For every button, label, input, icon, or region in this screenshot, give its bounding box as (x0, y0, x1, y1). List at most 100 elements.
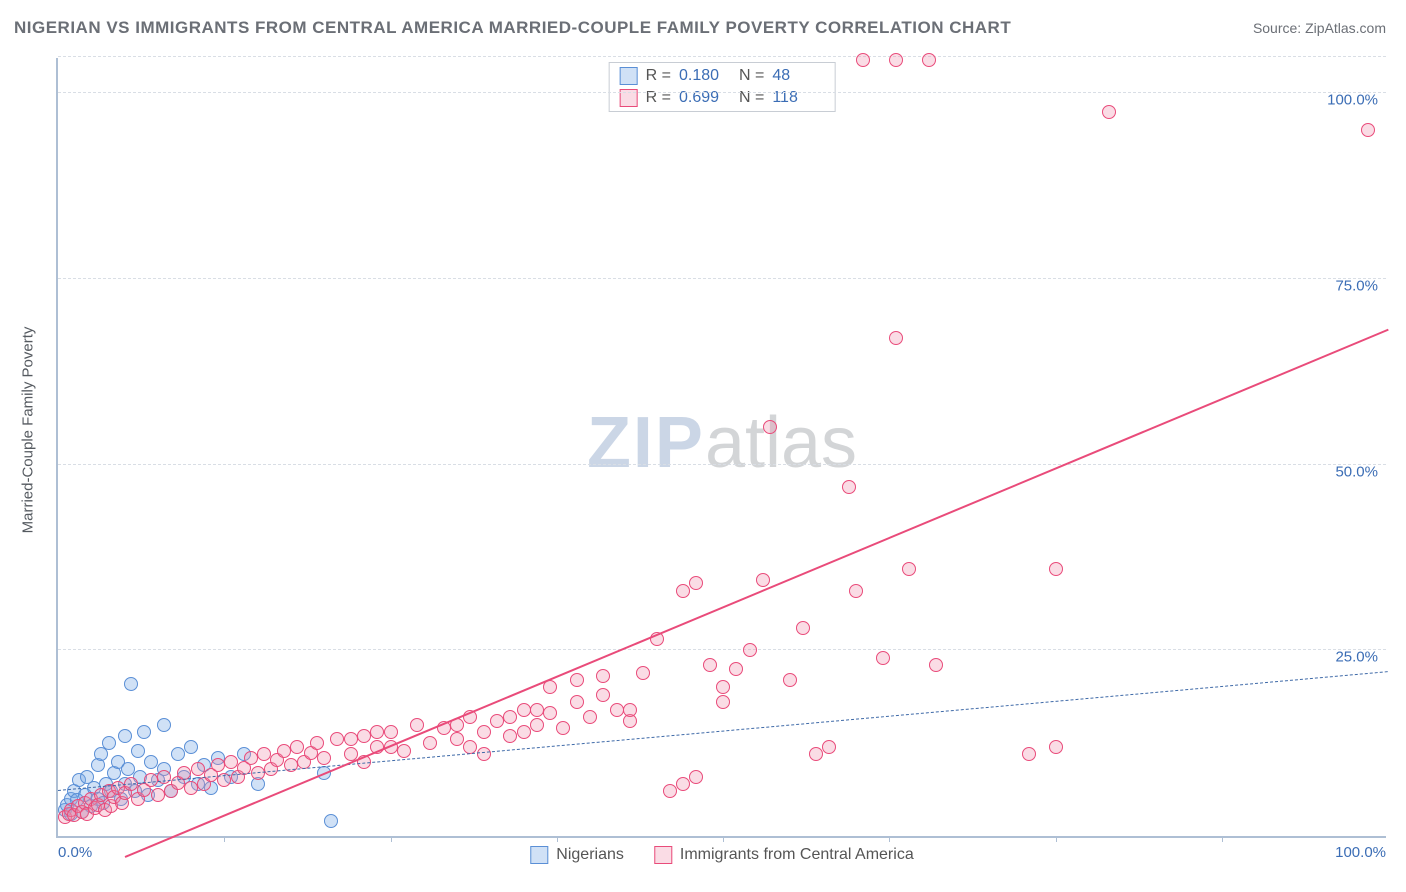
data-point-central_america (636, 666, 650, 680)
data-point-nigerians (157, 718, 171, 732)
data-point-central_america (743, 643, 757, 657)
data-point-central_america (191, 762, 205, 776)
x-tick-min: 0.0% (58, 844, 92, 861)
x-tick-mark (1222, 836, 1223, 842)
gridline (58, 92, 1386, 93)
swatch-nigerians-bottom (530, 846, 548, 864)
data-point-central_america (290, 740, 304, 754)
data-point-central_america (889, 331, 903, 345)
data-point-central_america (596, 669, 610, 683)
data-point-central_america (929, 658, 943, 672)
data-point-central_america (490, 714, 504, 728)
x-tick-mark (391, 836, 392, 842)
data-point-central_america (530, 718, 544, 732)
data-point-central_america (370, 725, 384, 739)
data-point-central_america (423, 736, 437, 750)
data-point-central_america (676, 584, 690, 598)
x-tick-mark (1056, 836, 1057, 842)
y-tick-label: 25.0% (1335, 649, 1378, 666)
series-legend: Nigerians Immigrants from Central Americ… (530, 846, 913, 864)
x-tick-max: 100.0% (1335, 844, 1386, 861)
data-point-central_america (783, 673, 797, 687)
y-tick-label: 50.0% (1335, 463, 1378, 480)
data-point-central_america (384, 725, 398, 739)
data-point-central_america (224, 755, 238, 769)
data-point-central_america (596, 688, 610, 702)
data-point-central_america (729, 662, 743, 676)
watermark: ZIPatlas (587, 402, 857, 484)
trend-line-central_america (124, 329, 1388, 858)
x-tick-mark (224, 836, 225, 842)
data-point-nigerians (118, 729, 132, 743)
data-point-nigerians (124, 677, 138, 691)
data-point-central_america (317, 751, 331, 765)
data-point-central_america (676, 777, 690, 791)
legend-row-nigerians: R = 0.180 N = 48 (620, 65, 825, 87)
plot-area: ZIPatlas R = 0.180 N = 48 R = 0.699 N = … (56, 58, 1386, 838)
data-point-central_america (556, 721, 570, 735)
data-point-central_america (716, 695, 730, 709)
data-point-central_america (876, 651, 890, 665)
data-point-central_america (849, 584, 863, 598)
correlation-legend: R = 0.180 N = 48 R = 0.699 N = 118 (609, 62, 836, 112)
data-point-central_america (477, 725, 491, 739)
legend-row-central-america: R = 0.699 N = 118 (620, 87, 825, 109)
data-point-central_america (763, 420, 777, 434)
data-point-central_america (716, 680, 730, 694)
data-point-central_america (856, 53, 870, 67)
data-point-central_america (703, 658, 717, 672)
data-point-central_america (357, 729, 371, 743)
y-tick-label: 100.0% (1327, 92, 1378, 109)
gridline (58, 649, 1386, 650)
gridline (58, 278, 1386, 279)
data-point-central_america (922, 53, 936, 67)
data-point-central_america (1361, 123, 1375, 137)
data-point-central_america (410, 718, 424, 732)
data-point-central_america (570, 673, 584, 687)
data-point-central_america (310, 736, 324, 750)
data-point-central_america (344, 732, 358, 746)
data-point-nigerians (102, 736, 116, 750)
data-point-central_america (184, 781, 198, 795)
swatch-nigerians (620, 67, 638, 85)
x-tick-mark (723, 836, 724, 842)
data-point-central_america (1049, 562, 1063, 576)
data-point-nigerians (184, 740, 198, 754)
legend-item-central-america: Immigrants from Central America (654, 846, 914, 864)
data-point-central_america (1102, 105, 1116, 119)
data-point-central_america (623, 703, 637, 717)
data-point-central_america (517, 703, 531, 717)
data-point-central_america (902, 562, 916, 576)
y-axis-label: Married-Couple Family Poverty (20, 327, 37, 534)
data-point-central_america (503, 729, 517, 743)
data-point-central_america (503, 710, 517, 724)
data-point-central_america (570, 695, 584, 709)
gridline (58, 464, 1386, 465)
data-point-central_america (889, 53, 903, 67)
data-point-central_america (277, 744, 291, 758)
data-point-central_america (151, 788, 165, 802)
data-point-central_america (663, 784, 677, 798)
data-point-central_america (211, 758, 225, 772)
data-point-central_america (517, 725, 531, 739)
data-point-central_america (1022, 747, 1036, 761)
x-tick-mark (889, 836, 890, 842)
swatch-central-america-bottom (654, 846, 672, 864)
data-point-central_america (530, 703, 544, 717)
source-label: Source: ZipAtlas.com (1253, 20, 1386, 36)
data-point-central_america (1049, 740, 1063, 754)
data-point-nigerians (131, 744, 145, 758)
data-point-central_america (257, 747, 271, 761)
chart-container: NIGERIAN VS IMMIGRANTS FROM CENTRAL AMER… (0, 0, 1406, 892)
y-tick-label: 75.0% (1335, 277, 1378, 294)
legend-item-nigerians: Nigerians (530, 846, 624, 864)
data-point-central_america (796, 621, 810, 635)
data-point-central_america (756, 573, 770, 587)
data-point-central_america (610, 703, 624, 717)
data-point-central_america (809, 747, 823, 761)
data-point-central_america (543, 706, 557, 720)
x-tick-mark (557, 836, 558, 842)
data-point-central_america (477, 747, 491, 761)
data-point-nigerians (137, 725, 151, 739)
chart-title: NIGERIAN VS IMMIGRANTS FROM CENTRAL AMER… (14, 18, 1011, 38)
